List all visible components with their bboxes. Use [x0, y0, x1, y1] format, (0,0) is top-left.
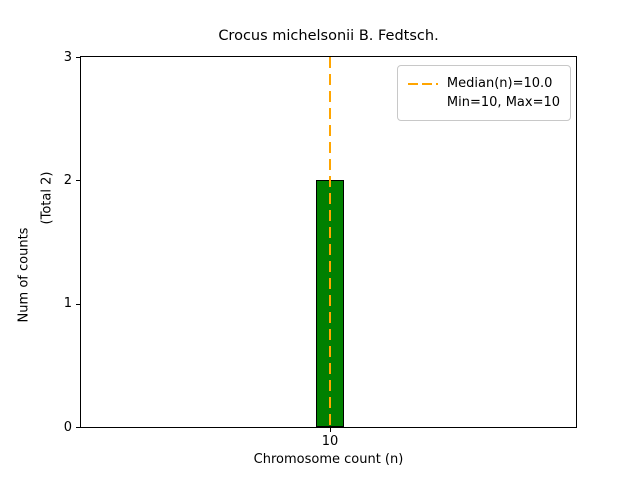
y-tick-mark	[76, 57, 80, 58]
legend-label-minmax: Min=10, Max=10	[446, 95, 560, 110]
chart-title: Crocus michelsonii B. Fedtsch.	[218, 28, 439, 44]
y-tick-mark	[76, 427, 80, 428]
y-tick-mark	[76, 180, 80, 182]
median-dash-line-icon	[407, 82, 438, 85]
legend-label-median: Median(n)=10.0	[446, 76, 553, 91]
y-axis-label: Num of counts	[16, 227, 32, 323]
y-tick-mark	[76, 303, 80, 305]
legend-row-minmax: Min=10, Max=10	[408, 93, 560, 112]
y-tick-label: 0	[63, 419, 72, 435]
legend-spacer	[408, 102, 438, 104]
median-line	[328, 57, 331, 427]
legend: Median(n)=10.0 Min=10, Max=10	[396, 65, 571, 121]
x-tick-mark	[329, 428, 331, 432]
y-tick-label: 2	[63, 172, 72, 188]
y-tick-label: 3	[63, 49, 72, 65]
y-tick-label: 1	[63, 296, 72, 312]
x-tick-label: 10	[321, 434, 339, 449]
legend-row-median: Median(n)=10.0	[407, 74, 560, 93]
x-axis-label: Chromosome count (n)	[253, 452, 404, 467]
